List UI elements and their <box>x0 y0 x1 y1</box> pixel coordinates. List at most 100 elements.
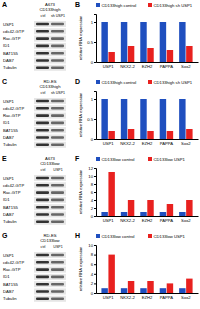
blot-row-label: DAB7 <box>3 212 15 217</box>
tick-mark <box>94 99 96 100</box>
tick: PAPPA <box>160 293 174 300</box>
blot-band <box>36 129 49 132</box>
tick-label: PAPPA <box>160 218 174 223</box>
blot-band <box>36 177 49 180</box>
lane-label: sh USP1 <box>51 91 65 95</box>
tick-mark <box>94 208 96 209</box>
lane-label: sh USP1 <box>51 14 65 18</box>
legend-label: CD133high sh USP1 <box>154 80 193 85</box>
y-axis: 00.51 <box>87 15 96 65</box>
panel-letter: C <box>2 78 7 85</box>
tick: NKX2-2 <box>120 62 135 69</box>
blot-band <box>51 122 64 125</box>
bar <box>186 279 192 293</box>
bar <box>108 255 114 293</box>
legend-label: CD133low control <box>102 234 135 239</box>
tick-mark <box>94 255 96 256</box>
tick: USP1 <box>103 216 115 223</box>
blot-row-label: ID1 <box>3 274 10 279</box>
blot-strip <box>34 267 66 273</box>
tick-label: 10 <box>88 174 93 179</box>
blot-row-label: cdc42-GTP <box>3 183 24 188</box>
tick: NKX2-2 <box>120 216 135 223</box>
blot-band <box>36 30 49 33</box>
blot-strip <box>34 274 66 280</box>
blot-band <box>51 45 64 48</box>
tick-label: 1 <box>91 20 94 25</box>
tick-label: 0 <box>91 137 94 142</box>
bar <box>108 52 114 62</box>
bar <box>186 200 192 216</box>
blot-band <box>51 213 64 216</box>
blot-band <box>51 261 64 264</box>
tick-label: 0.5 <box>87 40 93 45</box>
y-axis: 0246810 <box>88 243 96 296</box>
blot-row-label: BAT155 <box>3 282 18 287</box>
tick-label: 0 <box>91 291 94 296</box>
y-axis-title: relative RNA expression <box>78 169 83 214</box>
blot-header: CD133low <box>40 161 60 166</box>
panel-letter: F <box>75 155 80 162</box>
blot-row-label: cdc42-GTP <box>3 29 24 34</box>
axis-line <box>97 62 199 63</box>
lane-label: ctrl <box>41 245 46 249</box>
blot-header: CD133high <box>40 84 62 89</box>
blot-band <box>51 144 64 147</box>
blot-band <box>36 298 49 301</box>
axis-line <box>94 92 97 140</box>
tick-label: 10 <box>88 243 93 248</box>
axis-line <box>97 216 199 217</box>
tick-label: Sox2 <box>181 295 191 300</box>
tick-label: NKX2-2 <box>120 64 135 69</box>
tick: 4 <box>91 198 96 203</box>
blot-strip <box>34 21 66 27</box>
blot-band <box>51 100 64 103</box>
bar <box>108 172 114 216</box>
x-axis: USP1NKX2-2EZH2PAPPASox2 <box>97 62 199 69</box>
blot-row-label: DAB7 <box>3 289 15 294</box>
bar <box>160 288 166 293</box>
bar <box>167 204 173 216</box>
tick: EZH2 <box>142 293 153 300</box>
blot-strip <box>34 219 66 225</box>
blot-band <box>36 107 49 110</box>
blot-strip <box>34 36 66 42</box>
bar <box>179 22 185 62</box>
bar <box>147 131 153 139</box>
blot-band <box>36 67 49 70</box>
legend-label: CD133low USP1 <box>154 234 186 239</box>
tick: 0 <box>91 214 96 219</box>
lane-label: USP1 <box>53 245 62 249</box>
blot-band <box>36 191 49 194</box>
tick-label: USP1 <box>103 295 115 300</box>
blot-row-label: USP1 <box>3 176 15 181</box>
bar <box>160 99 166 139</box>
tick-label: NKX2-2 <box>120 218 135 223</box>
blot-strip <box>34 43 66 49</box>
tick-mark <box>94 293 96 294</box>
lane-label: ctrl <box>41 168 46 172</box>
tick-label: Sox2 <box>181 218 191 223</box>
tick: Sox2 <box>181 139 191 146</box>
blot-band <box>51 23 64 26</box>
tick-label: 4 <box>91 198 94 203</box>
tick-label: 0 <box>91 60 94 65</box>
legend-swatch <box>148 80 152 84</box>
blot-strip <box>34 50 66 56</box>
blot-band <box>36 206 49 209</box>
panel-letter: H <box>75 232 80 239</box>
bar <box>186 46 192 62</box>
bar <box>121 99 127 139</box>
tick: 0 <box>91 137 96 142</box>
blot-band <box>51 206 64 209</box>
tick: USP1 <box>103 293 115 300</box>
bar <box>147 281 153 293</box>
blot-band <box>36 254 49 257</box>
blot-row-label: Tubulin <box>3 65 17 70</box>
panel-letter: G <box>2 232 8 239</box>
blot-band <box>36 213 49 216</box>
blot-band <box>51 221 64 224</box>
bar <box>101 99 107 139</box>
blot-band <box>51 52 64 55</box>
tick: 10 <box>88 174 96 179</box>
